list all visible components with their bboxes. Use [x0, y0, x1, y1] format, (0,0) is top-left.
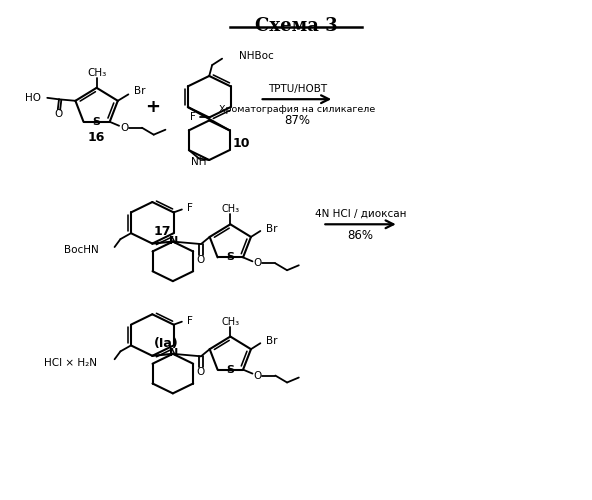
Text: Схема 3: Схема 3: [255, 16, 337, 34]
Text: 10: 10: [233, 137, 250, 150]
Text: O: O: [55, 109, 63, 119]
Text: O: O: [197, 367, 205, 377]
Text: F: F: [186, 316, 192, 326]
Text: +: +: [145, 98, 160, 116]
Text: N: N: [169, 236, 179, 246]
Text: O: O: [253, 370, 262, 380]
Text: CH₃: CH₃: [221, 204, 239, 214]
Text: HCl × H₂N: HCl × H₂N: [44, 358, 97, 368]
Text: S: S: [226, 252, 234, 262]
Text: Br: Br: [266, 336, 277, 346]
Text: (Ia): (Ia): [153, 338, 178, 350]
Text: O: O: [253, 258, 262, 268]
Text: S: S: [92, 117, 101, 127]
Text: F: F: [186, 204, 192, 214]
Text: O: O: [197, 255, 205, 265]
Text: HO: HO: [25, 93, 41, 103]
Text: CH₃: CH₃: [88, 68, 107, 78]
Text: Br: Br: [134, 86, 146, 97]
Text: O: O: [120, 122, 128, 132]
Text: N: N: [169, 348, 179, 358]
Text: 16: 16: [88, 131, 105, 144]
Text: CH₃: CH₃: [221, 316, 239, 326]
Text: NHBoc: NHBoc: [239, 51, 274, 61]
Text: 87%: 87%: [284, 114, 310, 127]
Text: Хроматография на силикагеле: Хроматография на силикагеле: [219, 104, 375, 114]
Text: F: F: [191, 112, 197, 122]
Text: 4N HCl / диоксан: 4N HCl / диоксан: [315, 208, 406, 218]
Text: S: S: [226, 364, 234, 374]
Text: BocHN: BocHN: [64, 246, 99, 256]
Text: TPTU/HOBТ: TPTU/HOBТ: [268, 84, 327, 94]
Text: NH: NH: [191, 158, 207, 168]
Text: Br: Br: [266, 224, 277, 234]
Text: 86%: 86%: [348, 228, 374, 241]
Text: 17: 17: [153, 225, 171, 238]
